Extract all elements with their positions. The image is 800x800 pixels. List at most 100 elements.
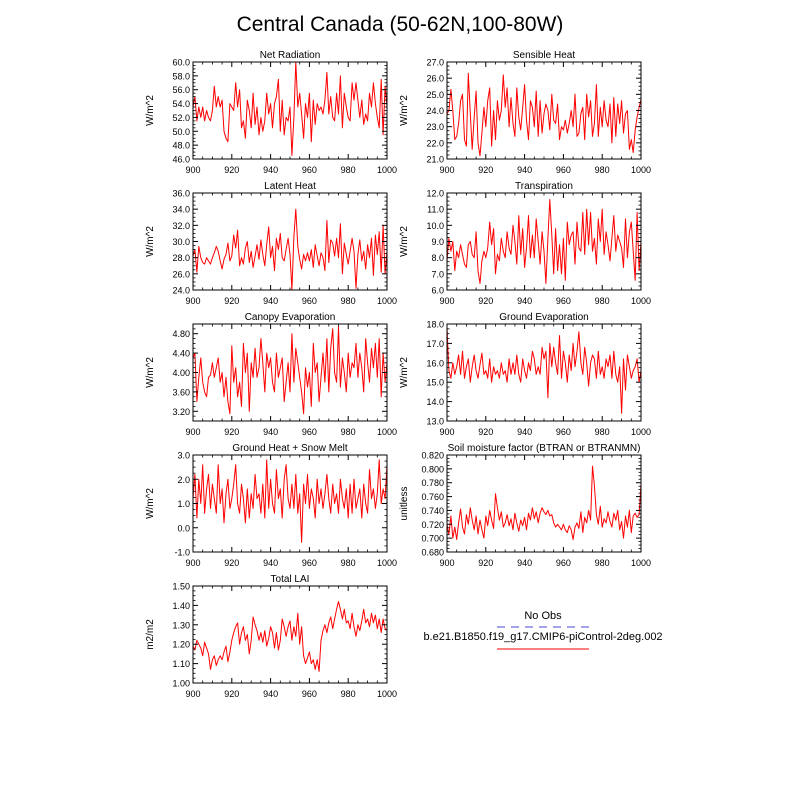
y-tick-label: 3.60	[172, 387, 190, 397]
panel-title: Net Radiation	[260, 50, 321, 61]
y-tick-label: 6.0	[431, 286, 444, 296]
x-tick-label: 940	[263, 296, 278, 306]
y-tick-label: 3.0	[177, 451, 190, 461]
y-tick-label: 56.0	[172, 85, 190, 95]
y-tick-label: 14.0	[426, 397, 444, 407]
y-tick-label: 0.780	[421, 478, 444, 488]
y-tick-label: 0.820	[421, 451, 444, 461]
y-tick-label: 2.0	[177, 475, 190, 485]
panel-title: Transpiration	[515, 181, 573, 192]
y-tick-label: 36.0	[172, 189, 190, 199]
x-tick-label: 1000	[631, 558, 651, 568]
y-tick-label: 0.760	[421, 492, 444, 502]
y-tick-label: 46.0	[172, 155, 190, 165]
x-tick-label: 980	[341, 558, 356, 568]
y-tick-label: 1.20	[172, 640, 190, 650]
x-tick-label: 920	[224, 689, 239, 699]
panel-title: Latent Heat	[264, 181, 316, 192]
panel-9: Total LAI 900 920 940 960 980 1000 1.00 1.10 1.20…	[145, 574, 397, 699]
y-tick-label: 8.0	[431, 253, 444, 263]
y-tick-label: 4.40	[172, 349, 190, 359]
x-tick-label: 900	[439, 427, 454, 437]
x-tick-label: 1000	[377, 427, 397, 437]
y-tick-label: 48.0	[172, 141, 190, 151]
y-tick-label: 0.0	[177, 523, 190, 533]
panel-8: Soil moisture factor (BTRAN or BTRANMN) 9…	[399, 443, 651, 568]
y-tick-label: 18.0	[426, 320, 444, 330]
y-tick-label: 24.0	[172, 286, 190, 296]
y-tick-label: 28.0	[172, 253, 190, 263]
x-tick-label: 980	[341, 427, 356, 437]
y-tick-label: 26.0	[426, 74, 444, 84]
y-tick-label: 27.0	[426, 58, 444, 68]
x-tick-label: 900	[185, 427, 200, 437]
y-axis-label: W/m^2	[145, 357, 156, 388]
y-tick-label: 32.0	[172, 221, 190, 231]
x-tick-label: 920	[478, 558, 493, 568]
x-tick-label: 1000	[377, 165, 397, 175]
y-tick-label: 58.0	[172, 71, 190, 81]
plot-frame	[192, 585, 388, 684]
series-line	[192, 208, 388, 291]
x-tick-label: 920	[478, 165, 493, 175]
panel-3: Latent Heat 900 920 940 960 980 1000 24.0 26.0 28…	[145, 181, 397, 306]
x-tick-label: 960	[302, 689, 317, 699]
y-tick-label: 30.0	[172, 237, 190, 247]
y-tick-label: 12.0	[426, 189, 444, 199]
x-tick-label: 1000	[377, 689, 397, 699]
y-tick-label: 60.0	[172, 58, 190, 68]
x-tick-label: 940	[517, 296, 532, 306]
x-tick-label: 940	[517, 558, 532, 568]
y-tick-label: 1.40	[172, 601, 190, 611]
x-tick-label: 940	[263, 427, 278, 437]
y-tick-label: 9.0	[431, 237, 444, 247]
x-tick-label: 900	[439, 165, 454, 175]
panel-title: Total LAI	[271, 574, 310, 585]
x-tick-label: 1000	[631, 427, 651, 437]
y-tick-label: 17.0	[426, 339, 444, 349]
y-tick-label: 26.0	[172, 269, 190, 279]
x-tick-label: 920	[224, 427, 239, 437]
x-tick-label: 920	[478, 427, 493, 437]
x-tick-label: 960	[302, 427, 317, 437]
y-axis-label: m2/m2	[145, 619, 156, 650]
series-line	[192, 325, 388, 415]
series-line	[446, 327, 642, 414]
x-tick-label: 1000	[377, 296, 397, 306]
x-tick-label: 940	[263, 165, 278, 175]
x-tick-label: 960	[556, 296, 571, 306]
y-tick-label: 4.00	[172, 368, 190, 378]
y-tick-label: 11.0	[427, 205, 444, 215]
x-tick-label: 920	[224, 296, 239, 306]
y-tick-label: 15.0	[426, 378, 444, 388]
y-tick-label: 0.800	[421, 464, 444, 474]
x-tick-label: 900	[185, 558, 200, 568]
y-tick-label: 21.0	[426, 155, 444, 165]
x-tick-label: 900	[439, 296, 454, 306]
y-axis-label: W/m^2	[145, 226, 156, 257]
series-line	[446, 465, 642, 540]
series-line	[192, 601, 388, 672]
y-tick-label: 1.50	[172, 582, 190, 592]
x-tick-label: 960	[556, 558, 571, 568]
y-tick-label: 50.0	[172, 127, 190, 137]
x-tick-label: 940	[517, 165, 532, 175]
y-tick-label: -1.0	[174, 548, 190, 558]
panel-title: Ground Evaporation	[499, 312, 589, 323]
x-tick-label: 960	[302, 296, 317, 306]
y-axis-label: W/m^2	[399, 226, 410, 257]
panel-title: Sensible Heat	[513, 50, 575, 61]
series-line	[192, 61, 388, 156]
legend-case-label: b.e21.B1850.f19_g17.CMIP6-piControl-2deg…	[423, 631, 662, 643]
series-line	[192, 459, 388, 543]
plot-frame	[192, 192, 388, 291]
plot-frame	[446, 454, 642, 553]
y-axis-label: W/m^2	[399, 357, 410, 388]
y-tick-label: 1.0	[177, 499, 190, 509]
y-tick-label: 7.0	[431, 269, 444, 279]
x-tick-label: 980	[341, 689, 356, 699]
x-tick-label: 920	[224, 558, 239, 568]
x-tick-label: 900	[185, 689, 200, 699]
x-tick-label: 980	[341, 296, 356, 306]
legend-obs-label: No Obs	[524, 610, 562, 622]
